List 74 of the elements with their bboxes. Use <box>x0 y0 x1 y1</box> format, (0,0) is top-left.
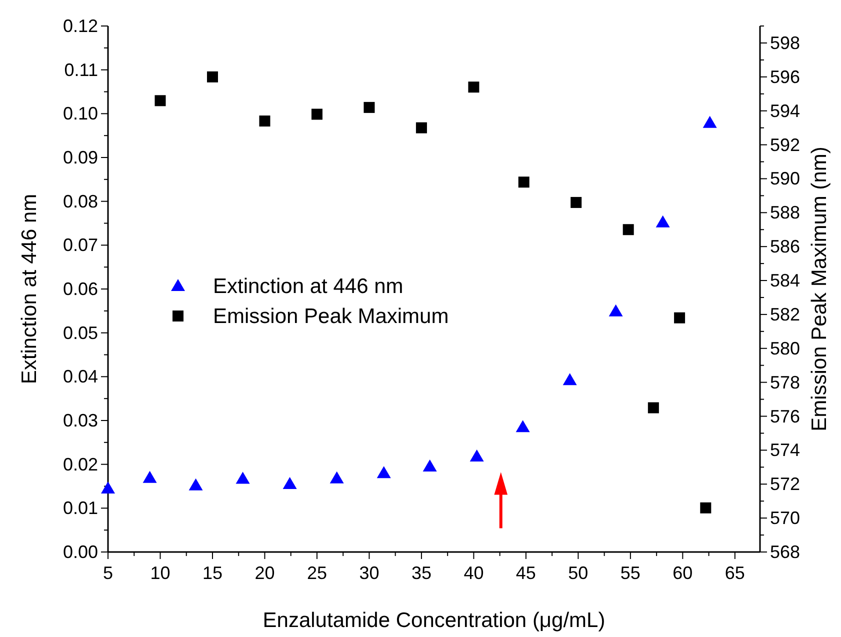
y2-tick-label: 584 <box>770 270 800 291</box>
point <box>142 470 157 483</box>
x-tick-label: 45 <box>516 563 536 583</box>
point <box>206 71 218 82</box>
point <box>518 176 530 188</box>
x-tick-label: 25 <box>306 563 327 583</box>
x-tick-label: 50 <box>568 563 588 583</box>
y2-tick-label: 572 <box>770 474 800 494</box>
point <box>259 116 270 127</box>
point <box>330 471 344 484</box>
y-tick-label: 0.08 <box>62 191 98 212</box>
point <box>188 478 203 490</box>
point <box>376 466 391 478</box>
point <box>702 116 717 128</box>
y-tick-label: 0.03 <box>62 410 98 430</box>
y2-tick-label: 570 <box>770 508 800 528</box>
point <box>311 108 322 120</box>
y-axis-title: Extinction at 446 nm <box>18 194 41 384</box>
point <box>516 420 530 432</box>
y2-tick-label: 588 <box>770 202 800 223</box>
y-tick-label: 0.00 <box>62 542 98 562</box>
point <box>570 196 582 208</box>
x-tick-label: 20 <box>254 563 275 583</box>
point <box>700 502 712 514</box>
y2-tick-label: 578 <box>770 372 800 392</box>
y2-tick-label: 598 <box>770 32 800 53</box>
point <box>470 449 484 462</box>
point <box>416 122 427 134</box>
point <box>364 102 375 113</box>
y-tick-label: 0.01 <box>62 498 98 518</box>
y-tick-label: 0.07 <box>62 235 98 256</box>
y-tick-label: 0.06 <box>62 279 98 299</box>
y2-tick-label: 596 <box>770 66 800 87</box>
point <box>154 95 166 106</box>
y-tick-label: 0.12 <box>62 16 98 36</box>
legend-label: Emission Peak Maximum <box>213 305 449 328</box>
x-tick-label: 10 <box>150 563 170 583</box>
point <box>422 460 437 472</box>
x-tick-label: 60 <box>672 563 693 583</box>
y-tick-label: 0.04 <box>62 366 98 387</box>
y-tick-label: 0.05 <box>62 322 98 343</box>
point <box>656 215 670 228</box>
y2-tick-label: 580 <box>770 338 800 358</box>
x-tick-label: 5 <box>102 563 114 583</box>
y2-tick-label: 582 <box>770 304 800 324</box>
point <box>236 472 250 484</box>
x-tick-label: 55 <box>620 563 640 583</box>
y2-tick-label: 590 <box>770 168 800 189</box>
x-tick-label: 65 <box>724 563 745 583</box>
y-tick-label: 0.02 <box>62 454 98 474</box>
y2-tick-label: 594 <box>770 100 800 121</box>
y2-tick-label: 576 <box>770 406 800 426</box>
y2-tick-label: 592 <box>770 134 800 155</box>
point <box>101 481 115 494</box>
x-tick-label: 15 <box>202 563 223 583</box>
x-axis-title: Enzalutamide Concentration (μg/mL) <box>262 609 606 632</box>
point <box>608 304 623 316</box>
y2-tick-label: 586 <box>770 236 800 257</box>
point <box>282 477 297 490</box>
legend-label: Extinction at 446 nm <box>213 275 404 298</box>
x-tick-label: 40 <box>464 563 484 583</box>
x-tick-label: 35 <box>411 563 432 583</box>
point <box>674 312 686 324</box>
y2-tick-label: 574 <box>770 440 800 460</box>
y2-axis-title: Emission Peak Maximum (nm) <box>808 146 831 432</box>
x-tick-label: 30 <box>359 563 380 583</box>
point <box>622 224 634 236</box>
point <box>648 402 659 414</box>
y-tick-label: 0.09 <box>62 148 98 168</box>
y-tick-label: 0.10 <box>62 104 98 124</box>
y-tick-label: 0.11 <box>64 60 98 80</box>
point <box>562 373 577 386</box>
y2-tick-label: 568 <box>770 542 800 562</box>
point <box>468 82 480 93</box>
